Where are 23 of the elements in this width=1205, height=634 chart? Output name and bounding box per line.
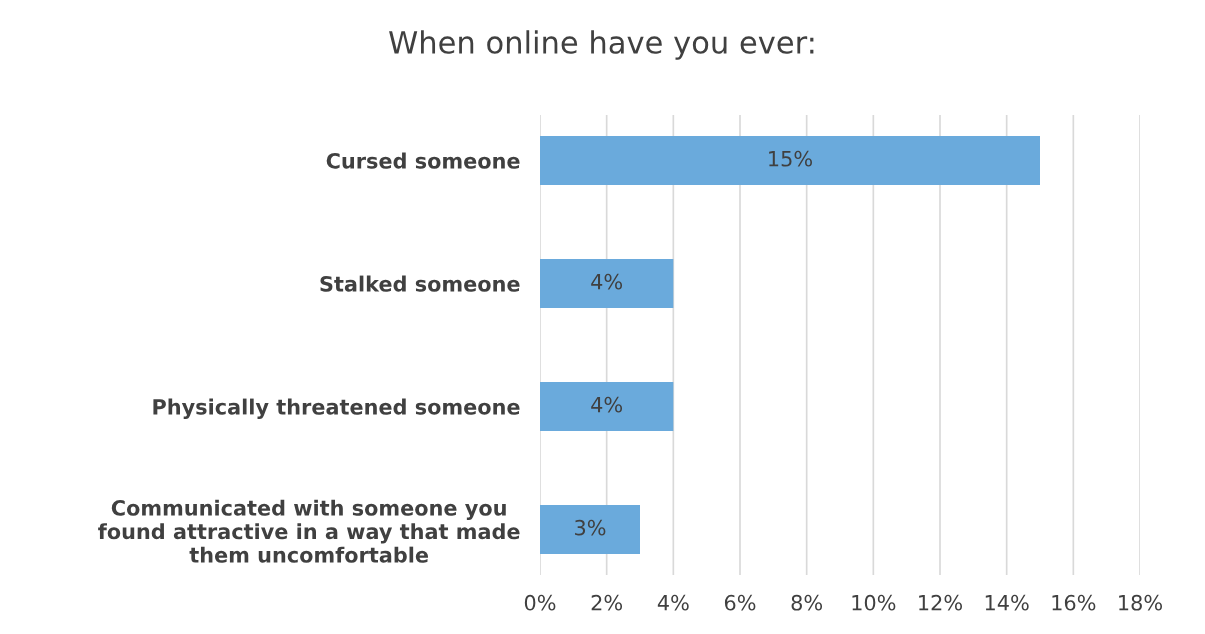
y-tick-label: Communicated with someone you found attractive in a way that made them uncomfortable	[98, 499, 520, 563]
x-tick-label: 0%	[524, 594, 556, 611]
y-tick-label: Cursed someone	[326, 152, 520, 169]
bar	[540, 258, 674, 309]
y-tick-label: Stalked someone	[320, 275, 520, 292]
y-tick-label: Physically threatened someone	[153, 398, 520, 419]
x-tick-label: 4%	[657, 594, 689, 611]
data-label: 4%	[591, 273, 623, 290]
x-tick-label: 10%	[852, 594, 896, 611]
x-tick-label: 16%	[1052, 594, 1096, 611]
bar	[540, 135, 1040, 186]
x-tick-label: 14%	[985, 594, 1029, 611]
data-label: 15%	[769, 150, 812, 167]
x-tick-label: 12%	[919, 594, 962, 611]
x-tick-label: 6%	[724, 594, 756, 611]
bar	[540, 381, 674, 432]
data-label: 4%	[591, 396, 623, 413]
data-label: 3%	[575, 519, 606, 536]
x-tick-label: 18%	[1119, 594, 1162, 611]
x-tick-label: 2%	[591, 594, 623, 611]
chart-title: When online have you ever:	[389, 30, 814, 60]
x-tick-label: 8%	[791, 594, 823, 611]
bar	[540, 504, 640, 555]
